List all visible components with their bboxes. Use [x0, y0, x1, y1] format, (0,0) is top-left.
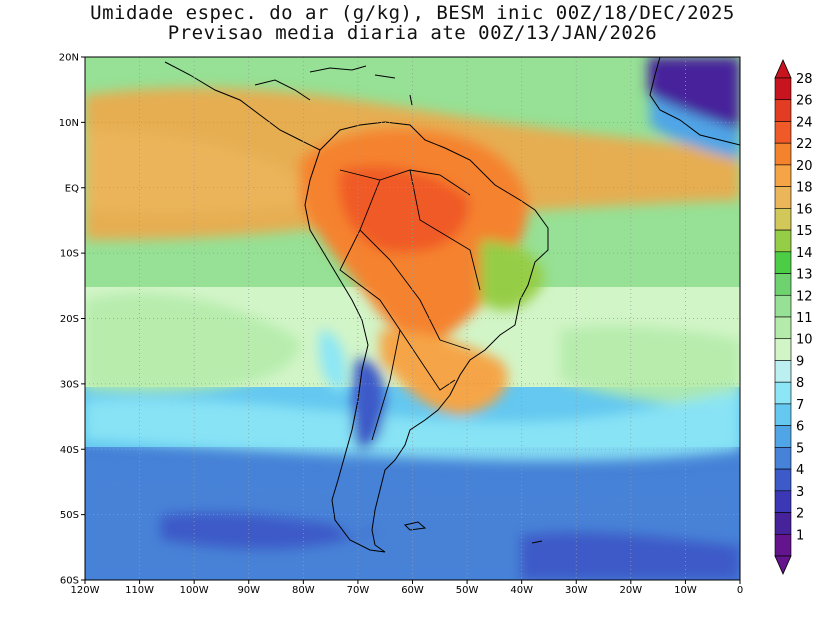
colorbar-swatch: [774, 186, 792, 209]
southern-ocean-dry-core-west: [160, 511, 380, 550]
colorbar-label: 14: [796, 246, 813, 261]
colorbar-label: 28: [796, 72, 813, 87]
lon-tick-label: 110W: [125, 585, 154, 596]
lat-tick-label: 40S: [60, 445, 79, 456]
falkland-islands: [404, 521, 427, 531]
lat-tick-label: 10S: [60, 249, 79, 260]
colorbar-label: 15: [796, 224, 813, 239]
patagonia-region: [330, 467, 375, 537]
colorbar-swatch: [774, 403, 792, 426]
colorbar-min-triangle: [774, 555, 792, 575]
map-title-line-2: Previsao media diaria ate 00Z/13/JAN/202…: [167, 22, 658, 44]
colorbar-swatch: [774, 229, 792, 253]
colorbar-swatch: [774, 121, 792, 144]
colorbar-swatch: [774, 468, 792, 492]
lon-tick-label: 70W: [347, 585, 370, 596]
lon-tick-label: 20W: [620, 585, 643, 596]
colorbar-label: 5: [796, 441, 804, 456]
lon-tick-label: 50W: [456, 585, 479, 596]
colorbar-label: 6: [796, 420, 804, 435]
lat-tick-label: 20N: [59, 53, 79, 64]
colorbar-swatch: [774, 208, 792, 231]
colorbar-swatch: [774, 360, 792, 383]
eastern-pacific-moist-region: [85, 130, 300, 214]
colorbar-label: 9: [796, 354, 804, 369]
colorbar-swatch: [774, 251, 792, 274]
lat-tick-label: 10N: [59, 118, 79, 129]
northeast-brazil-region: [480, 240, 545, 311]
colorbar-max-triangle: [774, 59, 792, 79]
coastlines: [164, 57, 740, 553]
colorbar-label: 20: [796, 159, 813, 174]
colorbar-swatch: [774, 77, 792, 101]
lon-tick-label: 0: [737, 585, 743, 596]
lat-tick-label: 60S: [60, 576, 79, 587]
lon-tick-label: 100W: [180, 585, 209, 596]
southeast-pacific-dry-region: [85, 293, 300, 393]
lon-tick-label: 30W: [565, 585, 588, 596]
lon-tick-label: 90W: [237, 585, 260, 596]
colorbar: 28 26 24 22 20 18 16 15 14 13 12 11 10 9 8 7 6 5 4 3 2 1: [774, 59, 813, 575]
colorbar-label: 3: [796, 485, 804, 500]
colorbar-swatch: [774, 381, 792, 405]
lat-tick-label: 20S: [60, 314, 79, 325]
colorbar-swatch: [774, 316, 792, 340]
colorbar-label: 18: [796, 181, 813, 196]
sahel-region: [650, 95, 740, 160]
caribbean-islands: [309, 65, 413, 106]
colorbar-swatch: [774, 294, 792, 318]
colorbar-label: 11: [796, 311, 813, 326]
colorbar-label: 10: [796, 333, 813, 348]
lon-tick-label: 60W: [401, 585, 424, 596]
map-title-line-1: Umidade espec. do ar (g/kg), BESM inic 0…: [90, 2, 735, 24]
colorbar-label: 2: [796, 507, 804, 522]
longitude-labels: 120W 110W 100W 90W 80W 70W 60W 50W 40W 30W 20W 10W 0: [71, 580, 743, 596]
latitude-labels: 20N 10N EQ 10S 20S 30S 40S 50S 60S: [59, 53, 85, 587]
chile-coast-dry-region: [319, 330, 347, 391]
lat-tick-label: 30S: [60, 379, 79, 390]
south-america-coastline: [304, 121, 549, 553]
colorbar-swatch: [774, 490, 792, 513]
colorbar-label: 26: [796, 94, 813, 109]
colorbar-label: 4: [796, 463, 804, 478]
south-atlantic-dry-region: [560, 325, 740, 404]
lon-tick-label: 40W: [510, 585, 533, 596]
colorbar-swatch: [774, 273, 792, 296]
lat-tick-label: EQ: [65, 183, 79, 194]
colorbar-label: 22: [796, 137, 813, 152]
colorbar-label: 13: [796, 268, 813, 283]
lon-tick-label: 80W: [292, 585, 315, 596]
colorbar-label: 12: [796, 289, 813, 304]
colorbar-swatch: [774, 164, 792, 187]
colorbar-swatch: [774, 533, 792, 557]
south-georgia-island: [531, 540, 543, 544]
colorbar-swatch: [774, 338, 792, 361]
sahara-dry-core: [648, 57, 740, 130]
southern-ocean-dry-core-east: [520, 531, 740, 580]
lon-tick-label: 120W: [71, 585, 100, 596]
country-boundaries: [339, 169, 481, 441]
colorbar-swatch: [774, 99, 792, 122]
colorbar-swatch: [774, 425, 792, 448]
la-plata-moist-region: [380, 330, 508, 415]
colorbar-label: 7: [796, 398, 804, 413]
lon-tick-label: 10W: [674, 585, 697, 596]
colorbar-swatch: [774, 447, 792, 470]
colorbar-swatch: [774, 142, 792, 166]
lat-tick-label: 50S: [60, 510, 79, 521]
colorbar-label: 16: [796, 202, 813, 217]
africa-coastline: [649, 57, 740, 146]
colorbar-label: 24: [796, 115, 813, 130]
colorbar-label: 8: [796, 376, 804, 391]
colorbar-swatch: [774, 512, 792, 535]
colorbar-label: 1: [796, 528, 804, 543]
